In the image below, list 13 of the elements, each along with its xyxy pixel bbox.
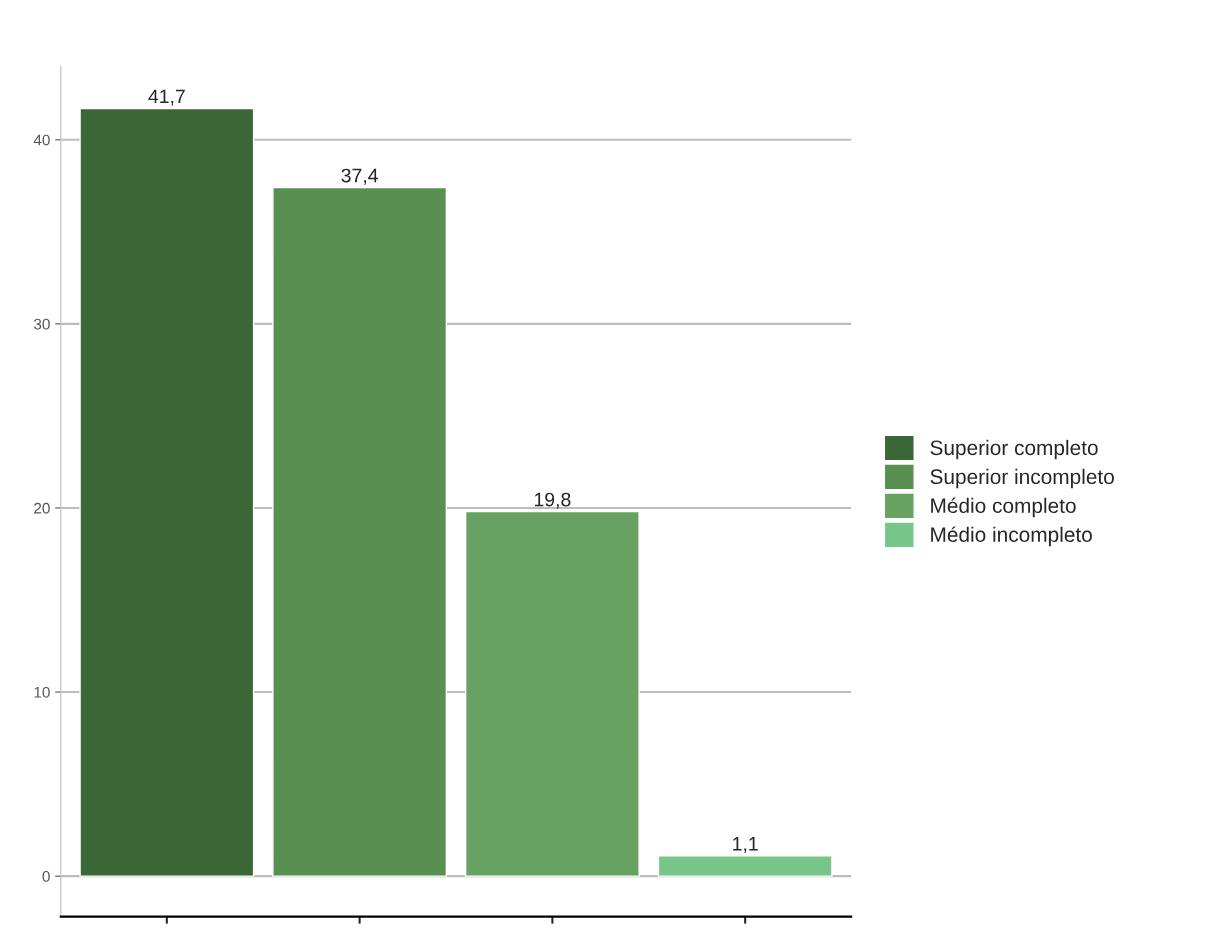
data-label: 19,8: [534, 492, 571, 509]
legend-label: Médio completo: [931, 497, 1076, 518]
y-tick-label: 30: [33, 318, 50, 330]
y-tick-label: 0: [42, 871, 50, 882]
y-tick-label: 40: [33, 134, 50, 146]
y-tick-label: 20: [34, 502, 50, 514]
data-label: 1,1: [733, 837, 758, 853]
data-label: 41,7: [148, 89, 185, 106]
data-label: 37,4: [341, 168, 378, 185]
legend-label: Superior incompleto: [930, 468, 1114, 489]
legend-label: Médio incompleto: [931, 526, 1092, 547]
y-tick-label: 10: [34, 686, 50, 698]
legend-label: Superior completo: [930, 439, 1098, 460]
